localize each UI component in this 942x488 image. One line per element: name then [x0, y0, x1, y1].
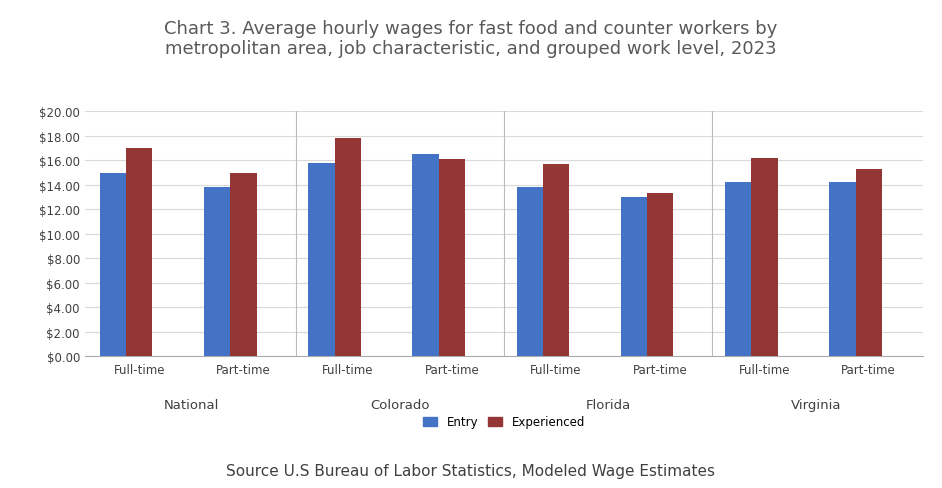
- Bar: [829, 183, 855, 356]
- Bar: [855, 169, 882, 356]
- Text: Chart 3. Average hourly wages for fast food and counter workers by
metropolitan : Chart 3. Average hourly wages for fast f…: [164, 20, 778, 58]
- Bar: [516, 188, 543, 356]
- Text: Virginia: Virginia: [791, 398, 842, 411]
- Legend: Entry, Experienced: Entry, Experienced: [418, 411, 590, 433]
- Bar: [334, 139, 361, 356]
- Text: Colorado: Colorado: [370, 398, 430, 411]
- Text: Florida: Florida: [586, 398, 631, 411]
- Text: Source U.S Bureau of Labor Statistics, Modeled Wage Estimates: Source U.S Bureau of Labor Statistics, M…: [226, 463, 716, 478]
- Text: National: National: [164, 398, 219, 411]
- Bar: [647, 194, 674, 356]
- Bar: [230, 173, 256, 356]
- Bar: [204, 188, 230, 356]
- Bar: [308, 163, 334, 356]
- Bar: [413, 155, 439, 356]
- Bar: [439, 160, 465, 356]
- Bar: [621, 198, 647, 356]
- Bar: [126, 149, 153, 356]
- Bar: [100, 173, 126, 356]
- Bar: [543, 165, 569, 356]
- Bar: [752, 159, 778, 356]
- Bar: [725, 183, 752, 356]
